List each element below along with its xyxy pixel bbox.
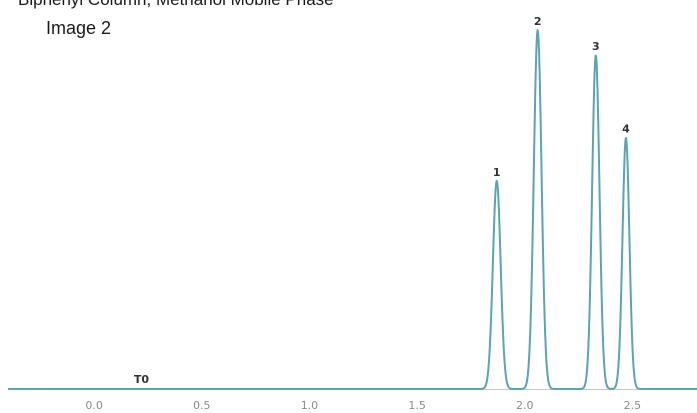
chromatogram-trace: [7, 29, 697, 390]
x-tick-label: 0.0: [85, 399, 103, 412]
peak-labels: 1 2 3 4 T0: [134, 15, 630, 386]
x-tick-label: 1.5: [408, 399, 426, 412]
trace-group: [7, 29, 697, 390]
x-tick-label: 1.0: [301, 399, 319, 412]
x-tick-label: 0.5: [193, 399, 211, 412]
peak-label: 4: [622, 123, 630, 136]
t0-marker-label: T0: [134, 373, 150, 386]
peak-label: 2: [534, 15, 542, 28]
peak-label: 1: [493, 166, 501, 179]
x-axis: 0.0 0.5 1.0 1.5 2.0 2.5: [8, 389, 697, 412]
peak-label: 3: [592, 40, 600, 53]
chart-title: Biphenyl Column, Methanol Mobile Phase: [18, 0, 334, 10]
x-tick-label: 2.0: [516, 399, 534, 412]
chart-subtitle: Image 2: [46, 18, 112, 38]
x-tick-label: 2.5: [624, 399, 642, 412]
